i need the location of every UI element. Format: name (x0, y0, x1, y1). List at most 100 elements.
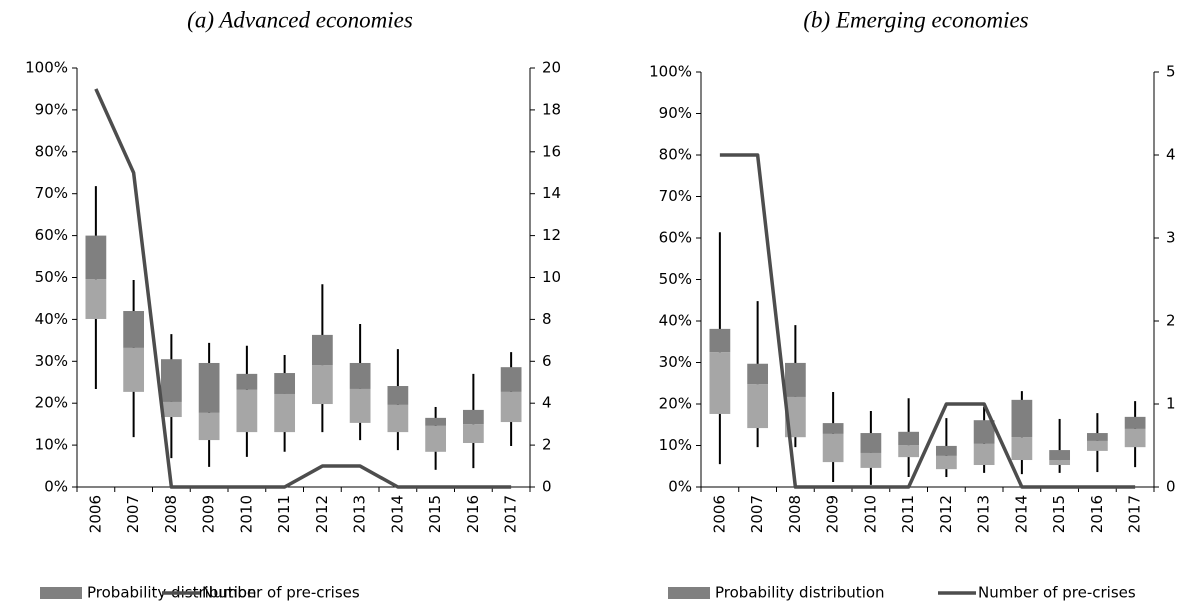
x-tick-label: 2008 (162, 495, 180, 533)
box-lower (500, 391, 522, 423)
y2-tick-label: 5 (1166, 63, 1176, 81)
box-upper (236, 373, 258, 390)
box-upper (935, 445, 957, 456)
box-lower (387, 404, 409, 433)
x-tick-label: 2014 (388, 495, 406, 533)
box-upper (747, 363, 769, 385)
box-lower (935, 455, 957, 470)
box-lower (123, 347, 145, 392)
y2-tick-label: 4 (542, 394, 552, 412)
x-tick-label: 2017 (502, 495, 520, 533)
box-upper (822, 423, 844, 434)
box-upper (349, 362, 371, 389)
box-lower (747, 384, 769, 429)
y2-tick-label: 6 (542, 352, 552, 370)
box-lower (462, 424, 484, 444)
y2-tick-label: 14 (542, 184, 561, 202)
box-upper (500, 367, 522, 392)
y-tick-label: 20% (659, 395, 692, 413)
legend-swatch (668, 587, 710, 599)
box-upper (387, 386, 409, 405)
box-lower (349, 388, 371, 423)
legend-label: Probability distribution (715, 584, 885, 602)
y2-tick-label: 2 (1166, 312, 1176, 330)
box-upper (1086, 433, 1108, 441)
y2-tick-label: 2 (542, 436, 552, 454)
x-tick-label: 2009 (200, 495, 218, 533)
y2-tick-label: 10 (542, 268, 561, 286)
box-upper (311, 334, 333, 366)
box-lower (198, 412, 220, 441)
y-tick-label: 0% (668, 478, 692, 496)
y-tick-label: 10% (35, 436, 68, 454)
x-tick-label: 2012 (937, 495, 955, 533)
y2-tick-label: 4 (1166, 146, 1176, 164)
y2-tick-label: 0 (1166, 478, 1176, 496)
box-lower (85, 279, 107, 319)
box-lower (1086, 440, 1108, 451)
x-tick-label: 2006 (710, 495, 728, 533)
box-lower (898, 445, 920, 458)
y-tick-label: 50% (659, 270, 692, 288)
y2-tick-label: 8 (542, 310, 552, 328)
box-upper (1049, 450, 1071, 461)
legend-swatch (40, 587, 82, 599)
x-tick-label: 2011 (275, 495, 293, 533)
chart-title: (b) Emerging economies (803, 7, 1028, 32)
legend-label: Number of pre-crises (978, 584, 1136, 602)
box-upper (462, 409, 484, 425)
x-tick-label: 2011 (899, 495, 917, 533)
box-upper (198, 362, 220, 413)
y-tick-label: 0% (44, 478, 68, 496)
chart-title: (a) Advanced economies (187, 7, 413, 32)
box-lower (1124, 428, 1146, 448)
x-tick-label: 2009 (824, 495, 842, 533)
x-tick-label: 2010 (237, 495, 255, 533)
y-tick-label: 70% (35, 184, 68, 202)
x-tick-label: 2014 (1012, 495, 1030, 533)
line (719, 153, 1136, 489)
y-tick-label: 30% (35, 352, 68, 370)
box-upper (123, 311, 145, 348)
x-tick-label: 2013 (351, 495, 369, 533)
y2-tick-label: 1 (1166, 395, 1176, 413)
x-tick-label: 2007 (748, 495, 766, 533)
box-lower (1049, 460, 1071, 466)
box-lower (822, 433, 844, 463)
x-tick-label: 2012 (313, 495, 331, 533)
x-tick-label: 2010 (861, 495, 879, 533)
box-lower (160, 401, 182, 418)
x-tick-label: 2015 (1050, 495, 1068, 533)
box-lower (973, 443, 995, 466)
x-tick-label: 2015 (426, 495, 444, 533)
box-upper (709, 328, 731, 353)
y-tick-label: 30% (659, 353, 692, 371)
legend-label: Number of pre-crises (202, 584, 360, 602)
y-tick-label: 100% (649, 63, 692, 81)
box-lower (236, 389, 258, 433)
x-tick-label: 2017 (1126, 495, 1144, 533)
y-tick-label: 20% (35, 394, 68, 412)
x-tick-label: 2006 (86, 495, 104, 533)
box-lower (311, 365, 333, 405)
box-upper (1011, 399, 1033, 438)
y2-tick-label: 3 (1166, 229, 1176, 247)
y-tick-label: 100% (25, 59, 68, 77)
x-tick-label: 2016 (1088, 495, 1106, 533)
box-upper (898, 431, 920, 446)
box-upper (1124, 416, 1146, 429)
box-lower (860, 452, 882, 468)
y2-tick-label: 20 (542, 59, 561, 77)
x-tick-label: 2016 (464, 495, 482, 533)
y2-tick-label: 18 (542, 100, 561, 118)
y-tick-label: 90% (659, 104, 692, 122)
x-tick-label: 2013 (975, 495, 993, 533)
y-tick-label: 40% (659, 312, 692, 330)
box-upper (85, 235, 107, 280)
y-tick-label: 80% (659, 146, 692, 164)
box-upper (425, 417, 447, 426)
box-upper (784, 362, 806, 397)
box-upper (274, 373, 296, 394)
y-tick-label: 10% (659, 436, 692, 454)
